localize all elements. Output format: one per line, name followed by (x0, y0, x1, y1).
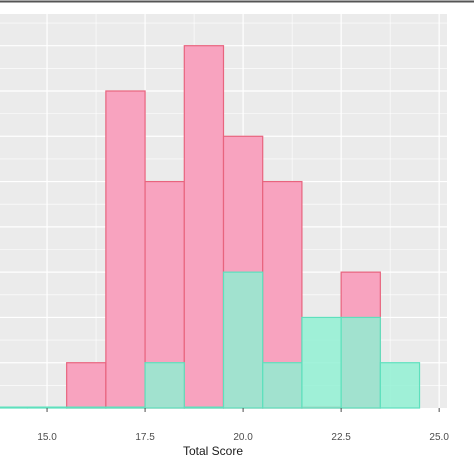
x-axis-ticks: 15.0 17.5 20.0 22.5 25.0 (37, 408, 449, 443)
histogram-bar (26, 406, 68, 409)
histogram-bar (0, 406, 29, 409)
histogram-bar (183, 406, 225, 409)
x-axis-title: Total Score (183, 444, 243, 458)
histogram-bar (340, 316, 381, 409)
histogram-bar (183, 45, 225, 409)
histogram-bar (66, 406, 107, 409)
histogram-bar (144, 362, 185, 409)
histogram-bar (66, 362, 107, 409)
x-tick-label: 20.0 (233, 432, 253, 443)
histogram-bar (105, 90, 146, 409)
histogram-bar (262, 362, 303, 409)
histogram-bar (301, 316, 342, 409)
x-tick-label: 25.0 (429, 432, 449, 443)
histogram-bars (0, 45, 421, 409)
x-tick-label: 17.5 (135, 432, 155, 443)
histogram-bar (379, 362, 421, 409)
x-tick-label: 15.0 (37, 432, 57, 443)
histogram-bar (105, 406, 146, 409)
histogram-bar (222, 271, 264, 409)
x-tick-label: 22.5 (331, 432, 351, 443)
